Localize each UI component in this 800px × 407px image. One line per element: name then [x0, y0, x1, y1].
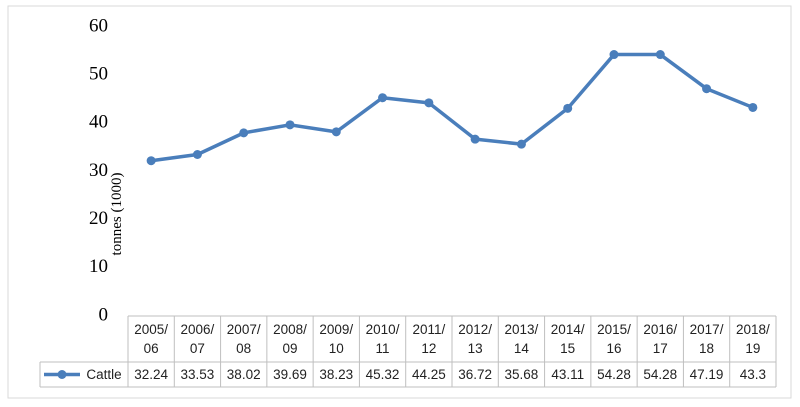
data-point	[655, 50, 665, 60]
data-label: 38.02	[226, 367, 261, 382]
data-label: 44.25	[411, 367, 446, 382]
data-label: 54.28	[597, 367, 631, 382]
x-tick-label: 2015/ 16	[597, 322, 631, 356]
data-label: 32.24	[134, 367, 169, 382]
data-point	[702, 84, 712, 94]
data-label: 45.32	[365, 367, 400, 382]
data-point	[192, 149, 202, 159]
y-tick-label: 0	[99, 304, 109, 325]
data-point	[563, 103, 573, 113]
data-label: 54.28	[643, 367, 678, 382]
data-point	[470, 134, 480, 144]
y-tick-label: 40	[89, 112, 108, 133]
data-point	[609, 50, 619, 60]
data-label: 33.53	[180, 367, 215, 382]
data-point	[748, 102, 758, 112]
data-label: 47.19	[689, 367, 724, 382]
y-tick-label: 10	[89, 256, 108, 277]
data-line	[150, 52, 754, 163]
data-label: 43.3	[739, 367, 766, 382]
y-tick-label: 30	[89, 160, 108, 181]
y-tick-label: 20	[89, 208, 108, 229]
x-tick-label: 2016/ 17	[643, 322, 678, 356]
x-tick-label: 2014/ 15	[550, 322, 585, 356]
data-label: 43.11	[551, 367, 585, 382]
data-point	[146, 156, 156, 166]
x-tick-label: 2017/ 18	[689, 322, 724, 356]
y-tick-label: 60	[89, 15, 108, 36]
data-label: 36.72	[458, 367, 493, 382]
x-tick-label: 2010/ 11	[365, 322, 400, 356]
x-tick-label: 2008/ 09	[273, 322, 307, 356]
data-point	[378, 93, 388, 103]
x-tick-label: 2018/ 19	[735, 322, 770, 356]
data-point	[239, 128, 249, 138]
y-axis-title: tonnes (1000)	[109, 173, 125, 256]
x-tick-label: 2012/ 13	[458, 322, 493, 356]
data-label: 35.68	[504, 367, 539, 382]
legend-marker	[57, 370, 67, 379]
x-tick-label: 2013/ 14	[504, 322, 539, 356]
x-tick-label: 2007/ 08	[226, 322, 261, 356]
x-tick-label: 2011/ 12	[412, 322, 446, 356]
data-point	[285, 120, 295, 130]
x-tick-label: 2009/ 10	[319, 322, 354, 356]
data-label: 39.69	[273, 367, 307, 382]
data-point	[424, 98, 434, 108]
data-point	[331, 127, 341, 137]
x-tick-label: 2006/ 07	[180, 322, 215, 356]
chart-border	[7, 5, 792, 399]
data-point	[516, 139, 526, 149]
data-label: 38.23	[319, 367, 354, 382]
legend-label: Cattle	[86, 367, 122, 382]
y-tick-label: 50	[89, 64, 108, 85]
x-tick-label: 2005/ 06	[134, 322, 169, 356]
